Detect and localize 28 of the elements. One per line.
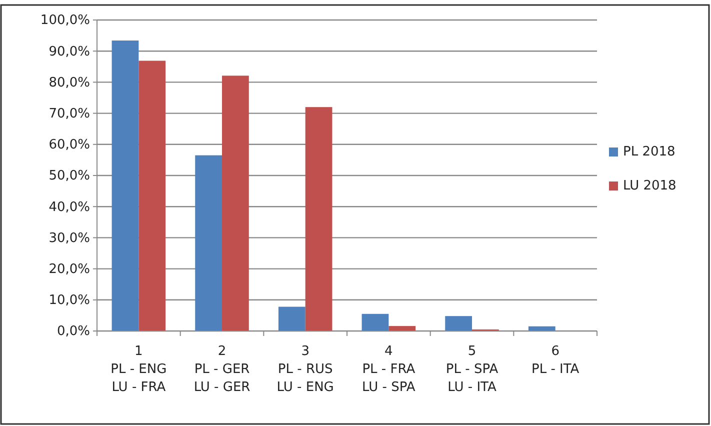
x-tick-label: 3 PL - RUS LU - ENG: [276, 344, 334, 395]
legend-label: PL 2018: [623, 144, 676, 160]
y-tick-label: 90,0%: [48, 44, 90, 60]
legend-label: LU 2018: [623, 178, 676, 194]
y-tick-label: 30,0%: [48, 230, 90, 246]
bar: [195, 155, 222, 331]
bar: [278, 306, 306, 331]
bar: [445, 316, 472, 331]
y-tick-label: 100,0%: [40, 13, 90, 28]
y-tick-label: 20,0%: [48, 262, 90, 277]
x-tick-label: 2 PL - GER LU - GER: [194, 344, 250, 395]
bar: [138, 60, 166, 331]
y-tick-label: 50,0%: [48, 168, 90, 184]
x-tick-label: 6 PL - ITA: [531, 344, 580, 377]
y-tick-label: 40,0%: [48, 200, 90, 215]
bar: [305, 107, 332, 331]
y-tick-label: 70,0%: [48, 106, 90, 122]
y-tick-label: 0,0%: [56, 324, 90, 340]
y-tick-label: 10,0%: [48, 293, 90, 308]
x-tick-label: 5 PL - SPA LU - ITA: [446, 344, 498, 395]
bar: [112, 40, 139, 331]
y-tick-label: 80,0%: [48, 75, 90, 90]
y-tick-label: 60,0%: [48, 138, 90, 153]
x-tick-label: 4 PL - FRA LU - SPA: [362, 344, 416, 395]
bar: [388, 326, 416, 331]
bar: [222, 76, 249, 331]
x-tick-label: 1 PL - ENG LU - FRA: [110, 344, 167, 395]
bar: [362, 314, 389, 331]
